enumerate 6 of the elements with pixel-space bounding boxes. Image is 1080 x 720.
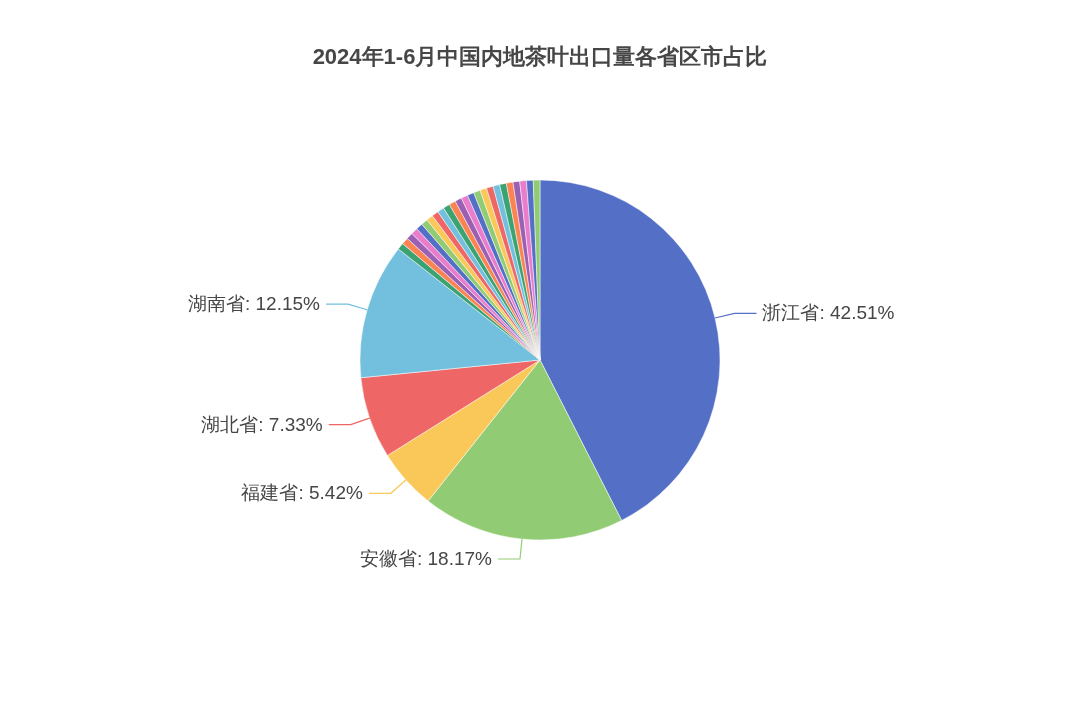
slice-label: 福建省: 5.42% xyxy=(241,482,363,504)
slice-label: 安徽省: 18.17% xyxy=(359,548,493,569)
slice-label: 湖南省: 12.15% xyxy=(187,293,321,315)
slice-label: 浙江省: 42.51% xyxy=(762,302,895,324)
slice-label: 湖北省: 7.33% xyxy=(201,413,323,435)
chart-title: 2024年1-6月中国内地茶叶出口量各省区市占比 xyxy=(312,44,768,69)
